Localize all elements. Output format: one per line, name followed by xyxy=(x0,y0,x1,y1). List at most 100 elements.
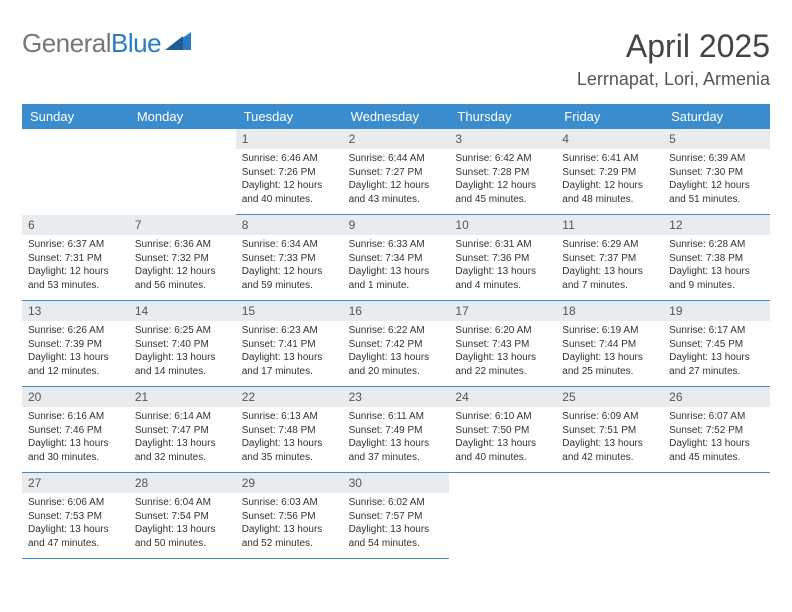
weekday-header: Wednesday xyxy=(343,104,450,129)
day-number: 24 xyxy=(449,387,556,407)
daylight-line: Daylight: 13 hours and 42 minutes. xyxy=(562,437,657,464)
day-info: Sunrise: 6:14 AMSunset: 7:47 PMDaylight:… xyxy=(129,407,236,470)
day-cell: 8Sunrise: 6:34 AMSunset: 7:33 PMDaylight… xyxy=(236,215,343,301)
day-cell: 3Sunrise: 6:42 AMSunset: 7:28 PMDaylight… xyxy=(449,129,556,215)
daylight-line: Daylight: 13 hours and 25 minutes. xyxy=(562,351,657,378)
logo: GeneralBlue xyxy=(22,28,191,59)
empty-cell xyxy=(663,473,770,559)
sunrise-line: Sunrise: 6:22 AM xyxy=(349,324,444,338)
day-info: Sunrise: 6:31 AMSunset: 7:36 PMDaylight:… xyxy=(449,235,556,298)
day-info: Sunrise: 6:39 AMSunset: 7:30 PMDaylight:… xyxy=(663,149,770,212)
sunset-line: Sunset: 7:57 PM xyxy=(349,510,444,524)
day-info: Sunrise: 6:26 AMSunset: 7:39 PMDaylight:… xyxy=(22,321,129,384)
sunset-line: Sunset: 7:50 PM xyxy=(455,424,550,438)
day-number: 9 xyxy=(343,215,450,235)
calendar: SundayMondayTuesdayWednesdayThursdayFrid… xyxy=(22,104,770,559)
day-info: Sunrise: 6:19 AMSunset: 7:44 PMDaylight:… xyxy=(556,321,663,384)
daylight-line: Daylight: 12 hours and 56 minutes. xyxy=(135,265,230,292)
day-info: Sunrise: 6:23 AMSunset: 7:41 PMDaylight:… xyxy=(236,321,343,384)
sunset-line: Sunset: 7:39 PM xyxy=(28,338,123,352)
day-number: 2 xyxy=(343,129,450,149)
sunset-line: Sunset: 7:32 PM xyxy=(135,252,230,266)
daylight-line: Daylight: 12 hours and 51 minutes. xyxy=(669,179,764,206)
sunset-line: Sunset: 7:43 PM xyxy=(455,338,550,352)
day-cell: 16Sunrise: 6:22 AMSunset: 7:42 PMDayligh… xyxy=(343,301,450,387)
daylight-line: Daylight: 13 hours and 20 minutes. xyxy=(349,351,444,378)
day-cell: 12Sunrise: 6:28 AMSunset: 7:38 PMDayligh… xyxy=(663,215,770,301)
sunset-line: Sunset: 7:31 PM xyxy=(28,252,123,266)
day-cell: 6Sunrise: 6:37 AMSunset: 7:31 PMDaylight… xyxy=(22,215,129,301)
sunset-line: Sunset: 7:49 PM xyxy=(349,424,444,438)
daylight-line: Daylight: 13 hours and 14 minutes. xyxy=(135,351,230,378)
sunrise-line: Sunrise: 6:09 AM xyxy=(562,410,657,424)
daylight-line: Daylight: 13 hours and 40 minutes. xyxy=(455,437,550,464)
calendar-body: 1Sunrise: 6:46 AMSunset: 7:26 PMDaylight… xyxy=(22,129,770,559)
daylight-line: Daylight: 12 hours and 43 minutes. xyxy=(349,179,444,206)
empty-cell xyxy=(22,129,129,215)
sunrise-line: Sunrise: 6:37 AM xyxy=(28,238,123,252)
sunset-line: Sunset: 7:40 PM xyxy=(135,338,230,352)
day-number: 14 xyxy=(129,301,236,321)
day-cell: 28Sunrise: 6:04 AMSunset: 7:54 PMDayligh… xyxy=(129,473,236,559)
sunrise-line: Sunrise: 6:29 AM xyxy=(562,238,657,252)
day-info: Sunrise: 6:33 AMSunset: 7:34 PMDaylight:… xyxy=(343,235,450,298)
logo-text-blue: Blue xyxy=(111,28,161,58)
sunset-line: Sunset: 7:56 PM xyxy=(242,510,337,524)
sunset-line: Sunset: 7:28 PM xyxy=(455,166,550,180)
day-cell: 25Sunrise: 6:09 AMSunset: 7:51 PMDayligh… xyxy=(556,387,663,473)
daylight-line: Daylight: 12 hours and 48 minutes. xyxy=(562,179,657,206)
daylight-line: Daylight: 13 hours and 27 minutes. xyxy=(669,351,764,378)
day-cell: 1Sunrise: 6:46 AMSunset: 7:26 PMDaylight… xyxy=(236,129,343,215)
sunset-line: Sunset: 7:36 PM xyxy=(455,252,550,266)
logo-text: GeneralBlue xyxy=(22,28,161,59)
day-cell: 13Sunrise: 6:26 AMSunset: 7:39 PMDayligh… xyxy=(22,301,129,387)
sunset-line: Sunset: 7:42 PM xyxy=(349,338,444,352)
daylight-line: Daylight: 12 hours and 53 minutes. xyxy=(28,265,123,292)
month-title: April 2025 xyxy=(577,28,770,65)
sunrise-line: Sunrise: 6:07 AM xyxy=(669,410,764,424)
day-info: Sunrise: 6:42 AMSunset: 7:28 PMDaylight:… xyxy=(449,149,556,212)
sunset-line: Sunset: 7:26 PM xyxy=(242,166,337,180)
location: Lerrnapat, Lori, Armenia xyxy=(577,69,770,90)
sunrise-line: Sunrise: 6:44 AM xyxy=(349,152,444,166)
sunrise-line: Sunrise: 6:26 AM xyxy=(28,324,123,338)
sunrise-line: Sunrise: 6:11 AM xyxy=(349,410,444,424)
calendar-header-row: SundayMondayTuesdayWednesdayThursdayFrid… xyxy=(22,104,770,129)
day-number: 11 xyxy=(556,215,663,235)
sunrise-line: Sunrise: 6:20 AM xyxy=(455,324,550,338)
day-info: Sunrise: 6:29 AMSunset: 7:37 PMDaylight:… xyxy=(556,235,663,298)
sunrise-line: Sunrise: 6:16 AM xyxy=(28,410,123,424)
empty-cell xyxy=(129,129,236,215)
sunrise-line: Sunrise: 6:23 AM xyxy=(242,324,337,338)
sunrise-line: Sunrise: 6:41 AM xyxy=(562,152,657,166)
daylight-line: Daylight: 13 hours and 17 minutes. xyxy=(242,351,337,378)
daylight-line: Daylight: 13 hours and 37 minutes. xyxy=(349,437,444,464)
daylight-line: Daylight: 13 hours and 52 minutes. xyxy=(242,523,337,550)
daylight-line: Daylight: 12 hours and 59 minutes. xyxy=(242,265,337,292)
day-cell: 10Sunrise: 6:31 AMSunset: 7:36 PMDayligh… xyxy=(449,215,556,301)
day-cell: 23Sunrise: 6:11 AMSunset: 7:49 PMDayligh… xyxy=(343,387,450,473)
weekday-header: Friday xyxy=(556,104,663,129)
sunrise-line: Sunrise: 6:36 AM xyxy=(135,238,230,252)
sunrise-line: Sunrise: 6:33 AM xyxy=(349,238,444,252)
day-number: 20 xyxy=(22,387,129,407)
day-number: 13 xyxy=(22,301,129,321)
day-cell: 27Sunrise: 6:06 AMSunset: 7:53 PMDayligh… xyxy=(22,473,129,559)
day-number: 18 xyxy=(556,301,663,321)
sunset-line: Sunset: 7:44 PM xyxy=(562,338,657,352)
day-number: 27 xyxy=(22,473,129,493)
day-info: Sunrise: 6:22 AMSunset: 7:42 PMDaylight:… xyxy=(343,321,450,384)
day-cell: 19Sunrise: 6:17 AMSunset: 7:45 PMDayligh… xyxy=(663,301,770,387)
day-info: Sunrise: 6:20 AMSunset: 7:43 PMDaylight:… xyxy=(449,321,556,384)
sunset-line: Sunset: 7:37 PM xyxy=(562,252,657,266)
sunset-line: Sunset: 7:48 PM xyxy=(242,424,337,438)
day-cell: 18Sunrise: 6:19 AMSunset: 7:44 PMDayligh… xyxy=(556,301,663,387)
day-cell: 2Sunrise: 6:44 AMSunset: 7:27 PMDaylight… xyxy=(343,129,450,215)
day-number: 22 xyxy=(236,387,343,407)
sunset-line: Sunset: 7:51 PM xyxy=(562,424,657,438)
day-info: Sunrise: 6:37 AMSunset: 7:31 PMDaylight:… xyxy=(22,235,129,298)
sunrise-line: Sunrise: 6:04 AM xyxy=(135,496,230,510)
sunset-line: Sunset: 7:52 PM xyxy=(669,424,764,438)
day-number: 30 xyxy=(343,473,450,493)
sunset-line: Sunset: 7:41 PM xyxy=(242,338,337,352)
